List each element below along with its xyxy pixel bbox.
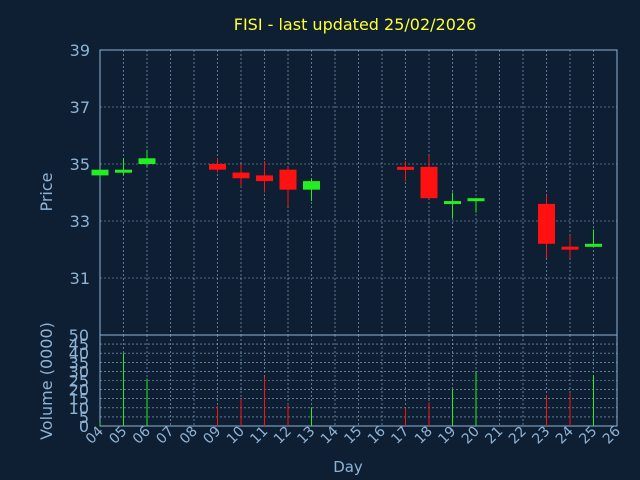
x-tick-label: 10	[224, 424, 248, 448]
candle-body	[561, 246, 579, 250]
candle-body	[420, 166, 438, 199]
volume-tick-label: 5	[79, 408, 89, 427]
candle-body	[138, 158, 156, 164]
volume-bars	[99, 353, 594, 426]
x-tick-label: 16	[365, 423, 389, 447]
x-tick-label: 05	[106, 424, 130, 448]
x-tick-label: 18	[412, 424, 436, 448]
price-tick-label: 35	[70, 155, 90, 174]
x-tick-label: 19	[435, 424, 459, 448]
candle-body	[115, 169, 132, 173]
x-tick-label: 22	[506, 424, 530, 448]
x-tick-label: 13	[294, 424, 318, 448]
price-tick-label: 31	[70, 269, 90, 288]
candle-body	[397, 166, 414, 170]
x-tick-label: 17	[388, 424, 412, 448]
x-tick-label: 07	[153, 424, 177, 448]
candle-body	[91, 169, 109, 176]
price-tick-label: 33	[70, 212, 90, 231]
volume-axis-label: Volume (0000)	[37, 322, 56, 440]
candle-body	[303, 181, 320, 190]
x-axis-label: Day	[333, 458, 363, 476]
candle-body	[538, 203, 555, 244]
volume-tick-label: 10	[69, 399, 89, 418]
volume-tick-label: 35	[69, 353, 89, 372]
x-tick-label: 23	[529, 424, 553, 448]
candle-body	[232, 172, 250, 179]
x-tick-label: 26	[600, 423, 624, 447]
price-axis-label: Price	[37, 172, 56, 211]
price-panel	[99, 49, 618, 336]
x-tick-label: 14	[318, 423, 342, 447]
candle-body	[585, 243, 602, 247]
candle-body	[279, 169, 297, 190]
volume-tick-label: 25	[69, 372, 89, 391]
volume-tick-label: 0	[79, 417, 89, 436]
x-tick-label: 06	[130, 423, 154, 447]
volume-tick-label: 30	[69, 362, 89, 381]
x-tick-label: 21	[482, 424, 506, 448]
candle-body	[444, 201, 461, 205]
price-tick-label: 39	[70, 41, 90, 60]
candle-body	[209, 164, 226, 170]
price-candles	[91, 149, 602, 259]
chart-title: FISI - last updated 25/02/2026	[234, 15, 477, 34]
price-tick-label: 37	[70, 98, 90, 117]
volume-tick-label: 15	[69, 390, 89, 409]
x-tick-label: 15	[341, 424, 365, 448]
x-tick-label: 20	[459, 424, 483, 448]
x-tick-label: 08	[177, 424, 201, 448]
candle-body	[467, 198, 485, 202]
x-tick-label: 24	[553, 423, 577, 447]
x-tick-label: 11	[247, 424, 271, 448]
candle-body	[256, 175, 273, 182]
volume-tick-label: 45	[69, 335, 89, 354]
x-tick-label: 25	[576, 424, 600, 448]
grid-lines	[99, 49, 618, 427]
x-tick-label: 12	[271, 424, 295, 448]
volume-tick-label: 20	[69, 381, 89, 400]
volume-tick-label: 50	[69, 326, 89, 345]
x-tick-label: 09	[200, 424, 224, 448]
volume-tick-label: 40	[69, 344, 89, 363]
